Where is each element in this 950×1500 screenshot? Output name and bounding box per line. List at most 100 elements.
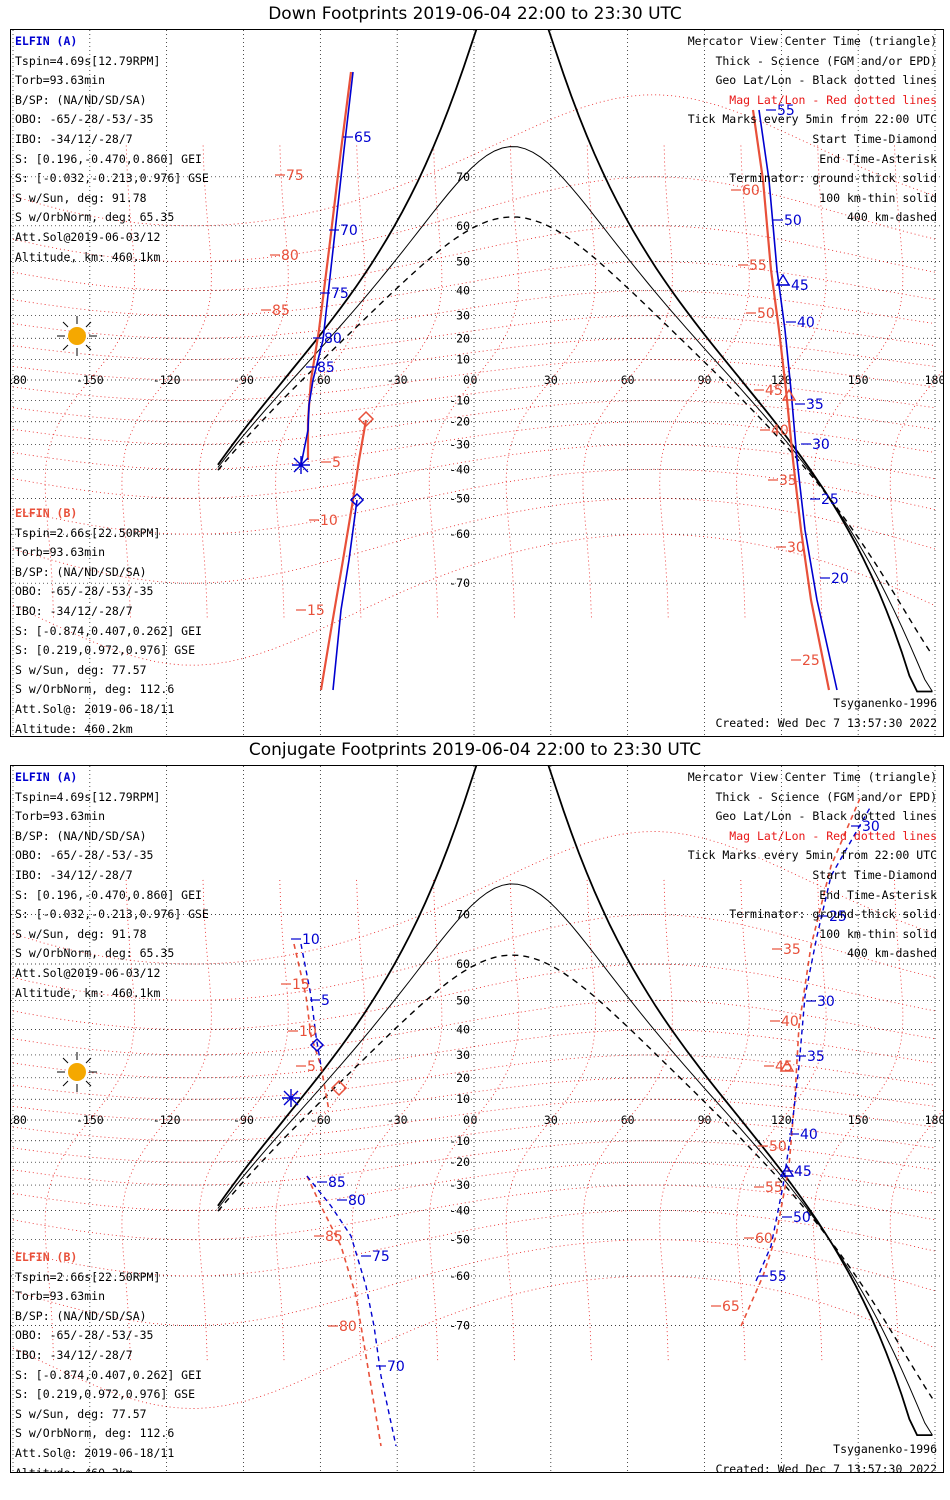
panel1-map[interactable]: 706050403020100-10-20-30-40-50-60-70-180…	[10, 29, 944, 737]
elfin-b-label: 25	[802, 653, 820, 669]
mag-meridian	[736, 879, 827, 1361]
elfin-b-info-line: S: [-0.874,0.407,0.262] GEI	[15, 623, 202, 638]
lat-tick-label: 60	[456, 957, 470, 971]
lat-tick-label: -10	[449, 1134, 470, 1148]
elfin-b-label: 10	[320, 513, 338, 529]
elfin-a-label: 80	[324, 331, 342, 347]
mag-parallel	[12, 914, 936, 1001]
elfin-b-info-line: S w/Sun, deg: 77.57	[15, 1406, 147, 1421]
elfin-b-label: 55	[765, 1180, 783, 1196]
elfin-a-end-asterisk	[282, 1089, 300, 1107]
legend-line: Start Time-Diamond	[812, 131, 937, 146]
legend-line: Mag Lat/Lon - Red dotted lines	[729, 92, 937, 107]
elfin-a-label: 35	[807, 1049, 825, 1065]
mag-parallel	[12, 94, 936, 227]
elfin-b-info-line: S w/Sun, deg: 77.57	[15, 662, 147, 677]
elfin-a-info-line: S w/Sun, deg: 91.78	[15, 926, 147, 941]
elfin-a-label: 65	[354, 130, 372, 146]
mag-meridian	[505, 879, 597, 1361]
elfin-a-track-east	[758, 109, 838, 691]
elfin-b-info-line: S: [0.219,0.972,0.976] GSE	[15, 1387, 196, 1402]
lat-tick-label: 30	[456, 309, 470, 323]
lat-tick-label: 40	[456, 284, 470, 298]
mag-parallel	[12, 1275, 936, 1409]
elfin-a-label: 20	[831, 571, 849, 587]
elfin-b-label: 45	[765, 383, 783, 399]
elfin-b-info-line: OBO: -65/-28/-53/-35	[15, 584, 154, 599]
mag-parallel	[12, 831, 936, 965]
lat-tick-label: 10	[456, 1092, 470, 1106]
legend-line: 100 km-thin solid	[819, 926, 937, 941]
elfin-a-label: 75	[331, 286, 349, 302]
elfin-b-track-north	[306, 71, 353, 460]
mag-meridian	[736, 142, 827, 618]
elfin-a-info-line: OBO: -65/-28/-53/-35	[15, 112, 154, 127]
mag-meridian	[198, 142, 289, 618]
elfin-a-start-diamond	[309, 1037, 325, 1053]
elfin-b-label: 85	[272, 303, 290, 319]
mag-meridian	[44, 879, 136, 1361]
lon-tick-label: 180	[925, 1113, 943, 1127]
elfin-b-info-line: S w/OrbNorm, deg: 112.6	[15, 682, 175, 697]
lat-tick-label: -60	[449, 1269, 470, 1283]
lat-tick-label: -30	[449, 437, 470, 451]
lat-tick-label: -20	[449, 415, 470, 429]
elfin-a-label: 50	[793, 1210, 811, 1226]
lat-tick-label: -40	[449, 1203, 470, 1217]
elfin-a-label: 55	[777, 103, 795, 119]
panel2-map[interactable]: 70 60 50 40 30 20 10 0 -10 -20 -30 -40 -50 -60 -70 -180…	[10, 765, 944, 1473]
elfin-a-info-line: Altitude, km: 460.1km	[15, 249, 161, 264]
elfin-b-label: 75	[286, 168, 304, 184]
elfin-a-track-north	[300, 71, 354, 466]
panel2-elfin-b-lines: Tspin=2.66s[22.50RPM] Torb=93.63min B/SP: …	[15, 1268, 202, 1472]
elfin-b-start-diamond	[330, 1079, 348, 1097]
elfin-b-label: 85	[325, 1229, 343, 1245]
elfin-a-info-line: Torb=93.63min	[15, 809, 106, 824]
panel2-elfin-a-header: ELFIN (A)	[15, 770, 78, 784]
mag-meridian	[428, 879, 520, 1361]
legend-line: Terminator: ground-thick solid	[729, 907, 937, 922]
elfin-a-label: 45	[794, 1164, 812, 1180]
panel1-map-canvas: 706050403020100-10-20-30-40-50-60-70-180…	[11, 30, 943, 736]
lat-tick-label: 0	[463, 373, 470, 387]
mag-parallel	[12, 1140, 936, 1186]
panel1-elfin-a-lines: Tspin=4.69s[12.79RPM] Torb=93.63min B/SP: …	[15, 52, 209, 268]
mag-parallel	[12, 1210, 936, 1277]
mag-meridian	[812, 142, 904, 618]
elfin-a-info-line: OBO: -65/-28/-53/-35	[15, 848, 154, 863]
mag-meridian	[812, 879, 904, 1361]
elfin-b-center-triangle	[779, 1059, 795, 1072]
lon-tick-label: -150	[76, 373, 104, 387]
mag-meridian	[582, 142, 673, 618]
elfin-b-info-line: OBO: -65/-28/-53/-35	[15, 1328, 154, 1343]
elfin-a-info-line: Att.Sol@2019-06-03/12	[15, 965, 161, 980]
legend-line: Thick - Science (FGM and/or EPD)	[715, 53, 937, 68]
lat-tick-label: 50	[456, 255, 470, 269]
mag-parallel	[12, 225, 936, 292]
mag-parallel	[12, 533, 936, 666]
elfin-b-label: 55	[749, 258, 767, 274]
mag-meridian	[275, 879, 366, 1361]
elfin-b-label: 35	[779, 473, 797, 489]
elfin-a-label: 50	[784, 213, 802, 229]
panel1-elfin-b-lines: Tspin=2.66s[22.50RPM] Torb=93.63min B/SP: …	[15, 524, 202, 736]
panel1-elfin-b-header: ELFIN (B)	[15, 506, 78, 520]
elfin-a-label: 45	[791, 278, 809, 294]
mag-meridian	[659, 142, 750, 618]
elfin-a-info-line: B/SP: (NA/ND/SD/SA)	[15, 828, 147, 843]
lon-tick-label: 60	[621, 373, 635, 387]
elfin-a-label: 85	[317, 360, 335, 376]
elfin-a-info-line: S: [-0.032,-0.213,0.976] GSE	[15, 171, 209, 186]
lon-tick-label: -30	[387, 373, 408, 387]
lon-tick-label: 120	[771, 373, 792, 387]
elfin-b-label: 80	[339, 1319, 357, 1335]
lon-tick-label: 30	[544, 373, 558, 387]
mag-meridian	[198, 879, 289, 1361]
terminator-400km	[217, 216, 933, 656]
panel1-created: Created: Wed Dec 7 13:57:30 2022	[715, 716, 937, 730]
elfin-a-info-line: Altitude, km: 460.1km	[15, 985, 161, 1000]
elfin-a-label: 10	[302, 932, 320, 948]
panel2-elfin-a-info: ELFIN (A) Tspin=4.69s[12.79RPM] Torb=93.6…	[15, 768, 209, 1003]
legend-line: Tick Marks every 5min from 22:00 UTC	[687, 112, 937, 127]
elfin-b-track-east	[751, 109, 831, 691]
